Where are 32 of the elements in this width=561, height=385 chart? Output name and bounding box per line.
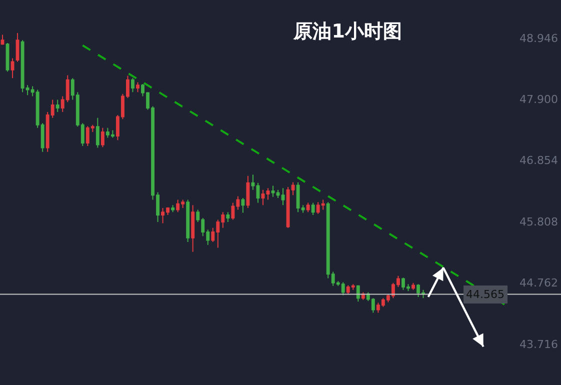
candlestick [306,202,310,213]
candlestick [100,127,104,148]
candlestick [171,204,175,213]
y-tick-label: 48.946 [520,32,558,45]
y-tick-label: 44.762 [520,276,558,290]
candlestick [276,189,280,199]
candlestick [56,99,60,113]
candlestick [10,58,14,79]
y-tick-label: 46.854 [520,154,558,168]
candlestick [96,117,100,148]
candlestick [291,182,295,196]
candlestick [246,175,250,209]
candlestick [16,32,20,62]
candlestick [241,198,245,214]
candlestick [356,284,360,302]
candlestick [186,199,190,242]
candlestick [131,78,134,93]
candlestick [191,204,195,252]
candlestick [261,189,265,206]
text: 原油1小时图 [292,20,402,42]
candlestick [311,202,315,216]
y-tick-label: 43.716 [520,338,558,351]
candlestick [136,82,140,93]
candlestick [412,282,415,290]
ref-line-label: 44.565 [466,288,504,301]
candlestick [226,212,230,223]
candlestick [281,188,285,206]
y-tick-label: 47.900 [520,93,558,106]
candlestick [0,34,4,46]
candlestick [266,188,270,200]
y-tick-label: 45.808 [520,215,558,228]
candlestick [271,185,275,198]
